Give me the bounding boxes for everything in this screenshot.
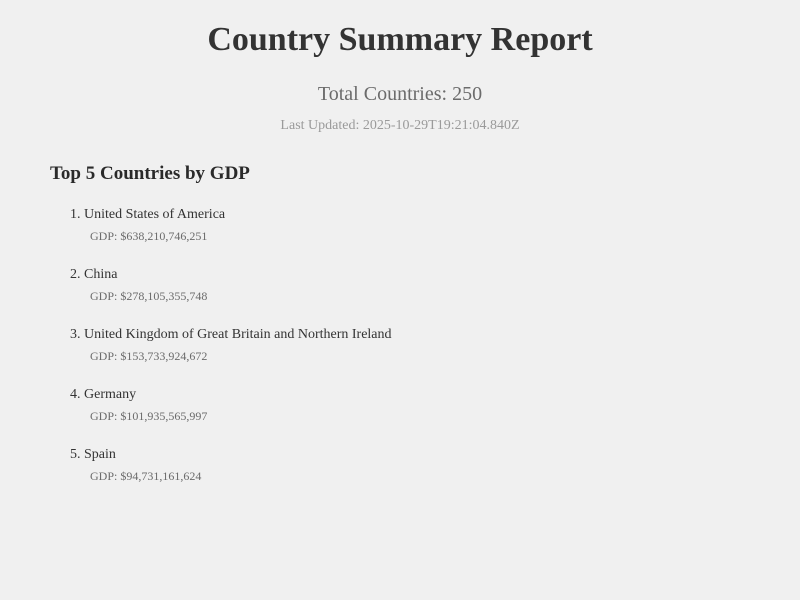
list-item: 4. Germany GDP: $101,935,565,997 — [70, 385, 392, 445]
country-gdp: GDP: $278,105,355,748 — [90, 289, 208, 303]
country-gdp: GDP: $638,210,746,251 — [90, 229, 208, 243]
page-title: Country Summary Report — [207, 21, 593, 58]
country-name: 2. China — [70, 267, 118, 282]
country-gdp: GDP: $101,935,565,997 — [90, 409, 208, 423]
last-updated-text: Last Updated: 2025-10-29T19:21:04.840Z — [280, 118, 520, 133]
list-item: 5. Spain GDP: $94,731,161,624 — [70, 445, 392, 505]
list-item: 2. China GDP: $278,105,355,748 — [70, 265, 392, 325]
country-gdp: GDP: $153,733,924,672 — [90, 349, 208, 363]
list-item: 1. United States of America GDP: $638,21… — [70, 205, 392, 265]
top-gdp-heading: Top 5 Countries by GDP — [50, 163, 250, 184]
top-gdp-list: 1. United States of America GDP: $638,21… — [70, 205, 392, 505]
country-name: 5. Spain — [70, 447, 116, 462]
total-countries-text: Total Countries: 250 — [317, 83, 483, 105]
country-name: 4. Germany — [70, 387, 137, 402]
country-name: 1. United States of America — [70, 207, 226, 222]
country-gdp: GDP: $94,731,161,624 — [90, 469, 202, 483]
list-item: 3. United Kingdom of Great Britain and N… — [70, 325, 392, 385]
country-name: 3. United Kingdom of Great Britain and N… — [70, 327, 392, 342]
